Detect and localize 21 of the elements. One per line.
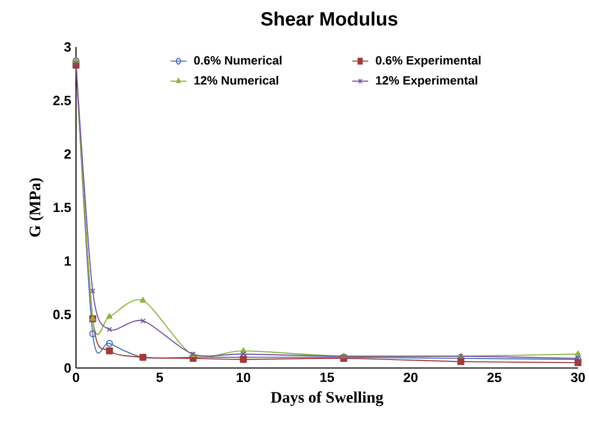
y-tick-label: 2: [64, 149, 71, 159]
x-tick-label: 10: [236, 372, 250, 382]
y-tick-label: 1: [64, 256, 71, 266]
y-tick-label: 0.5: [53, 310, 71, 320]
x-tick-label: 30: [570, 372, 585, 382]
legend-label: 0.6% Numerical: [194, 56, 282, 65]
x-tick-label: 20: [404, 372, 418, 382]
legend-label: 12% Experimental: [376, 76, 478, 88]
y-tick-label: 0: [64, 363, 71, 373]
legend-label: 0.6% Experimental: [376, 56, 481, 67]
y-axis-title: G (MPa): [29, 178, 44, 237]
y-tick-label: 2.5: [53, 96, 71, 106]
x-tick-label: 15: [320, 372, 334, 382]
x-tick-label: 5: [156, 372, 164, 382]
chart-title: Shear Modulus: [261, 12, 398, 26]
x-tick-label: 0: [72, 372, 80, 382]
legend-label: 12% Numerical: [194, 76, 278, 85]
y-tick-label: 3: [64, 42, 71, 52]
x-axis-title: Days of Swelling: [270, 391, 384, 406]
y-tick-label: 1.5: [54, 202, 71, 212]
x-tick-label: 25: [487, 372, 502, 382]
